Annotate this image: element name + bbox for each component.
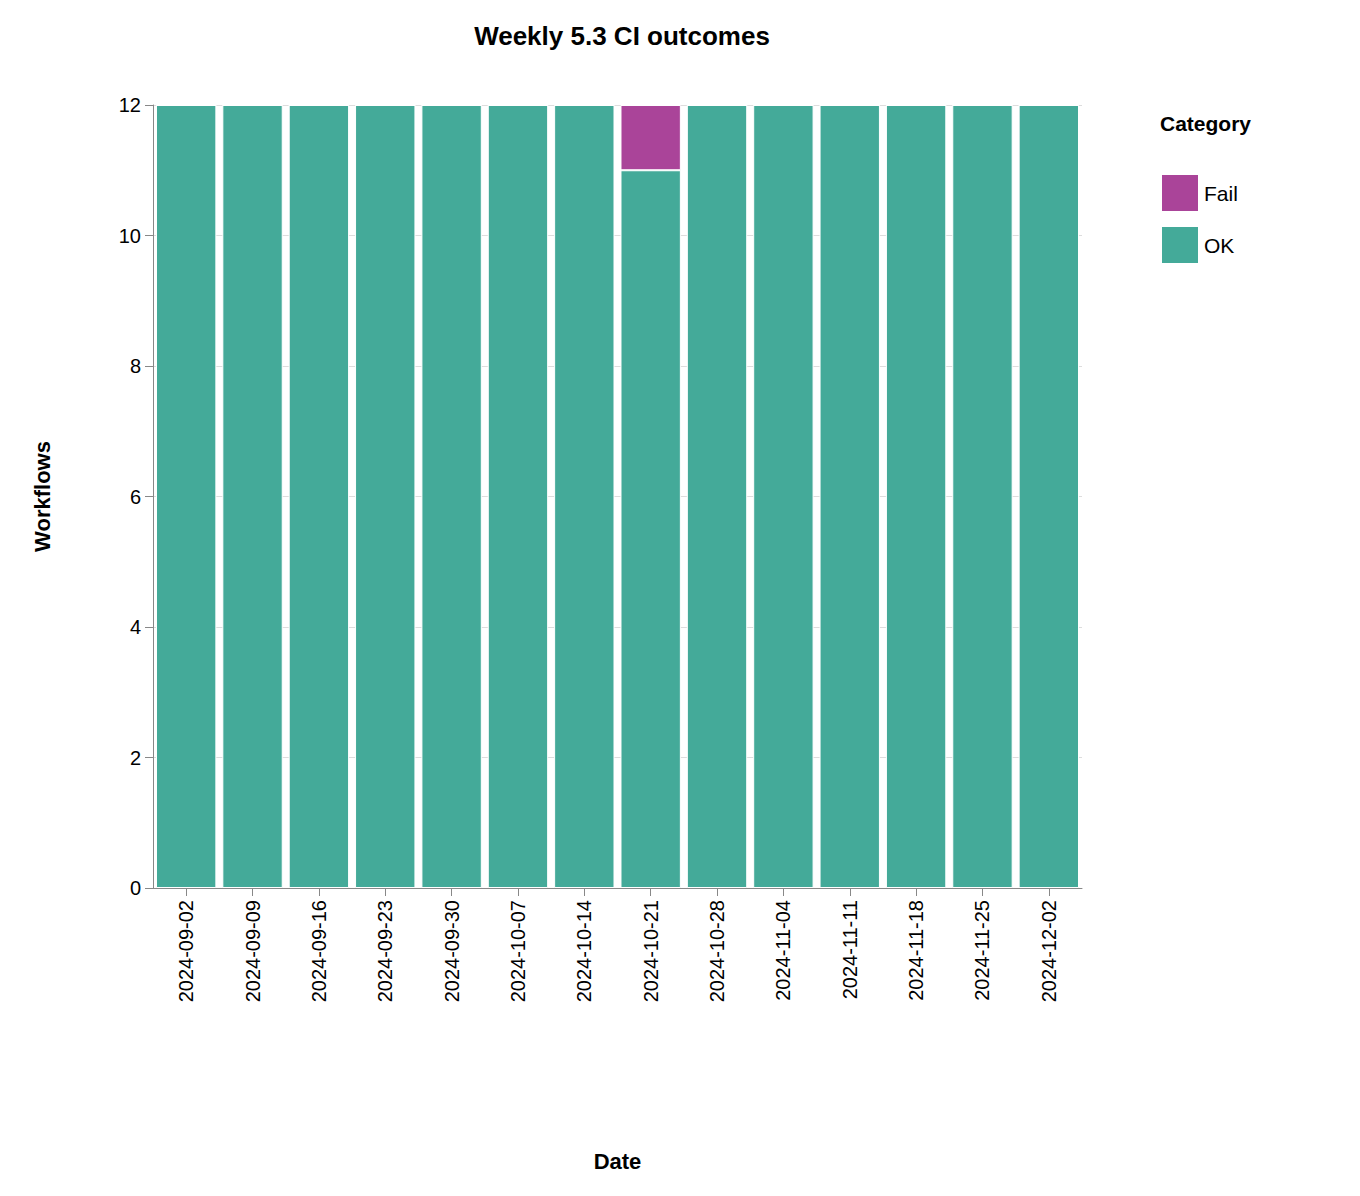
svg-text:2024-10-21: 2024-10-21	[640, 900, 662, 1002]
svg-text:2024-09-30: 2024-09-30	[441, 900, 463, 1002]
svg-text:Date: Date	[594, 1149, 642, 1174]
svg-text:2: 2	[130, 747, 141, 769]
svg-text:2024-09-02: 2024-09-02	[175, 900, 197, 1002]
svg-text:4: 4	[130, 616, 141, 638]
svg-text:12: 12	[119, 94, 141, 116]
svg-text:2024-10-14: 2024-10-14	[573, 900, 595, 1002]
svg-text:OK: OK	[1204, 234, 1234, 257]
svg-text:2024-09-16: 2024-09-16	[308, 900, 330, 1002]
svg-text:2024-10-28: 2024-10-28	[706, 900, 728, 1002]
svg-text:6: 6	[130, 486, 141, 508]
svg-text:Category: Category	[1160, 112, 1251, 135]
svg-text:2024-11-25: 2024-11-25	[971, 900, 993, 1001]
svg-text:Weekly 5.3 CI outcomes: Weekly 5.3 CI outcomes	[474, 21, 770, 51]
svg-text:2024-11-18: 2024-11-18	[905, 900, 927, 1001]
svg-text:2024-09-23: 2024-09-23	[374, 900, 396, 1002]
svg-text:10: 10	[119, 225, 141, 247]
svg-text:8: 8	[130, 355, 141, 377]
svg-text:2024-11-04: 2024-11-04	[772, 900, 794, 1001]
svg-text:Fail: Fail	[1204, 182, 1238, 205]
svg-text:2024-09-09: 2024-09-09	[242, 900, 264, 1002]
svg-text:Workflows: Workflows	[30, 441, 55, 552]
svg-text:2024-12-02: 2024-12-02	[1038, 900, 1060, 1002]
svg-text:2024-10-07: 2024-10-07	[507, 900, 529, 1002]
svg-text:2024-11-11: 2024-11-11	[839, 900, 861, 999]
svg-text:0: 0	[130, 877, 141, 899]
